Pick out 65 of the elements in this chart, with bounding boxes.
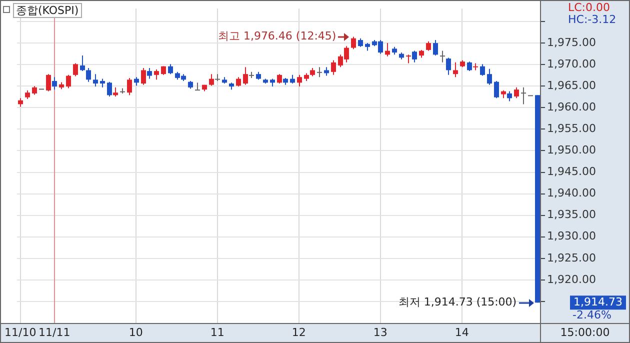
candlestick bbox=[195, 82, 200, 91]
x-tick-label: 10 bbox=[128, 326, 143, 339]
x-tick-label: 13 bbox=[373, 326, 388, 339]
candlestick bbox=[412, 50, 417, 63]
text: 15:00:00 bbox=[560, 326, 610, 339]
candlestick bbox=[453, 62, 458, 78]
candlestick bbox=[107, 81, 112, 97]
candlestick bbox=[467, 61, 472, 72]
y-tick-label: 1,920.00 bbox=[547, 272, 596, 286]
candlestick bbox=[154, 68, 159, 80]
x-tick-label: 11/11 bbox=[38, 326, 70, 339]
candlestick bbox=[93, 74, 98, 88]
candlestick bbox=[507, 90, 512, 102]
candlestick bbox=[521, 86, 526, 105]
y-tick-label: 1,975.00 bbox=[547, 36, 596, 49]
candlestick bbox=[433, 40, 438, 56]
annotation: 최고 1,976.46 (12:45) bbox=[218, 30, 336, 43]
candlestick bbox=[297, 74, 302, 88]
text: LC:0.00 bbox=[568, 0, 610, 14]
y-tick-label: 1,960.00 bbox=[547, 100, 596, 114]
y-tick-label: 1,940.00 bbox=[547, 186, 596, 200]
candlestick bbox=[209, 74, 214, 86]
candlestick bbox=[440, 50, 445, 63]
candlestick bbox=[426, 40, 431, 52]
candlestick bbox=[494, 80, 499, 99]
candlestick bbox=[236, 76, 241, 88]
y-tick-label: 1,930.00 bbox=[547, 230, 596, 243]
candlestick bbox=[147, 68, 152, 80]
candlestick bbox=[487, 68, 492, 86]
candlestick bbox=[66, 74, 71, 89]
candlestick bbox=[73, 62, 78, 77]
y-tick-label: 1,945.00 bbox=[547, 165, 596, 178]
candlestick bbox=[351, 36, 356, 50]
candlestick bbox=[113, 86, 118, 97]
text: 1,914.73 bbox=[574, 295, 622, 308]
candlestick bbox=[277, 74, 282, 84]
candlestick bbox=[127, 77, 132, 96]
candlestick bbox=[385, 42, 390, 57]
y-tick-label: 1,965.00 bbox=[547, 78, 596, 92]
x-tick-label: 14 bbox=[454, 326, 469, 339]
candlestick bbox=[480, 64, 485, 76]
candlestick bbox=[317, 66, 322, 78]
y-tick-label: 1,935.00 bbox=[547, 208, 596, 222]
chart-title: 종합(KOSPI) bbox=[13, 3, 82, 18]
candlestick bbox=[80, 55, 85, 72]
candlestick bbox=[168, 64, 173, 75]
y-tick-label: 1,955.00 bbox=[547, 122, 596, 136]
text: -2.46% bbox=[572, 308, 612, 322]
annotation: 최저 1,914.73 (15:00) bbox=[398, 295, 517, 308]
x-tick-label: 11 bbox=[210, 326, 224, 339]
candlestick bbox=[141, 68, 146, 86]
candlestick bbox=[52, 76, 57, 90]
candlestick bbox=[243, 66, 248, 86]
y-tick-label: 1,925.00 bbox=[547, 251, 596, 264]
candlestick bbox=[446, 57, 451, 76]
y-tick-label: 1,970.00 bbox=[547, 57, 596, 70]
x-tick-label: 12 bbox=[292, 326, 306, 339]
candlestick bbox=[46, 74, 51, 92]
candlestick bbox=[86, 68, 91, 82]
candlestick bbox=[514, 86, 519, 99]
candlestick bbox=[406, 54, 411, 64]
candlestick bbox=[331, 60, 336, 76]
text: HC:-3.12 bbox=[568, 12, 616, 26]
x-tick-label: 11/10 bbox=[4, 326, 36, 339]
y-tick-label: 1,950.00 bbox=[547, 144, 596, 157]
